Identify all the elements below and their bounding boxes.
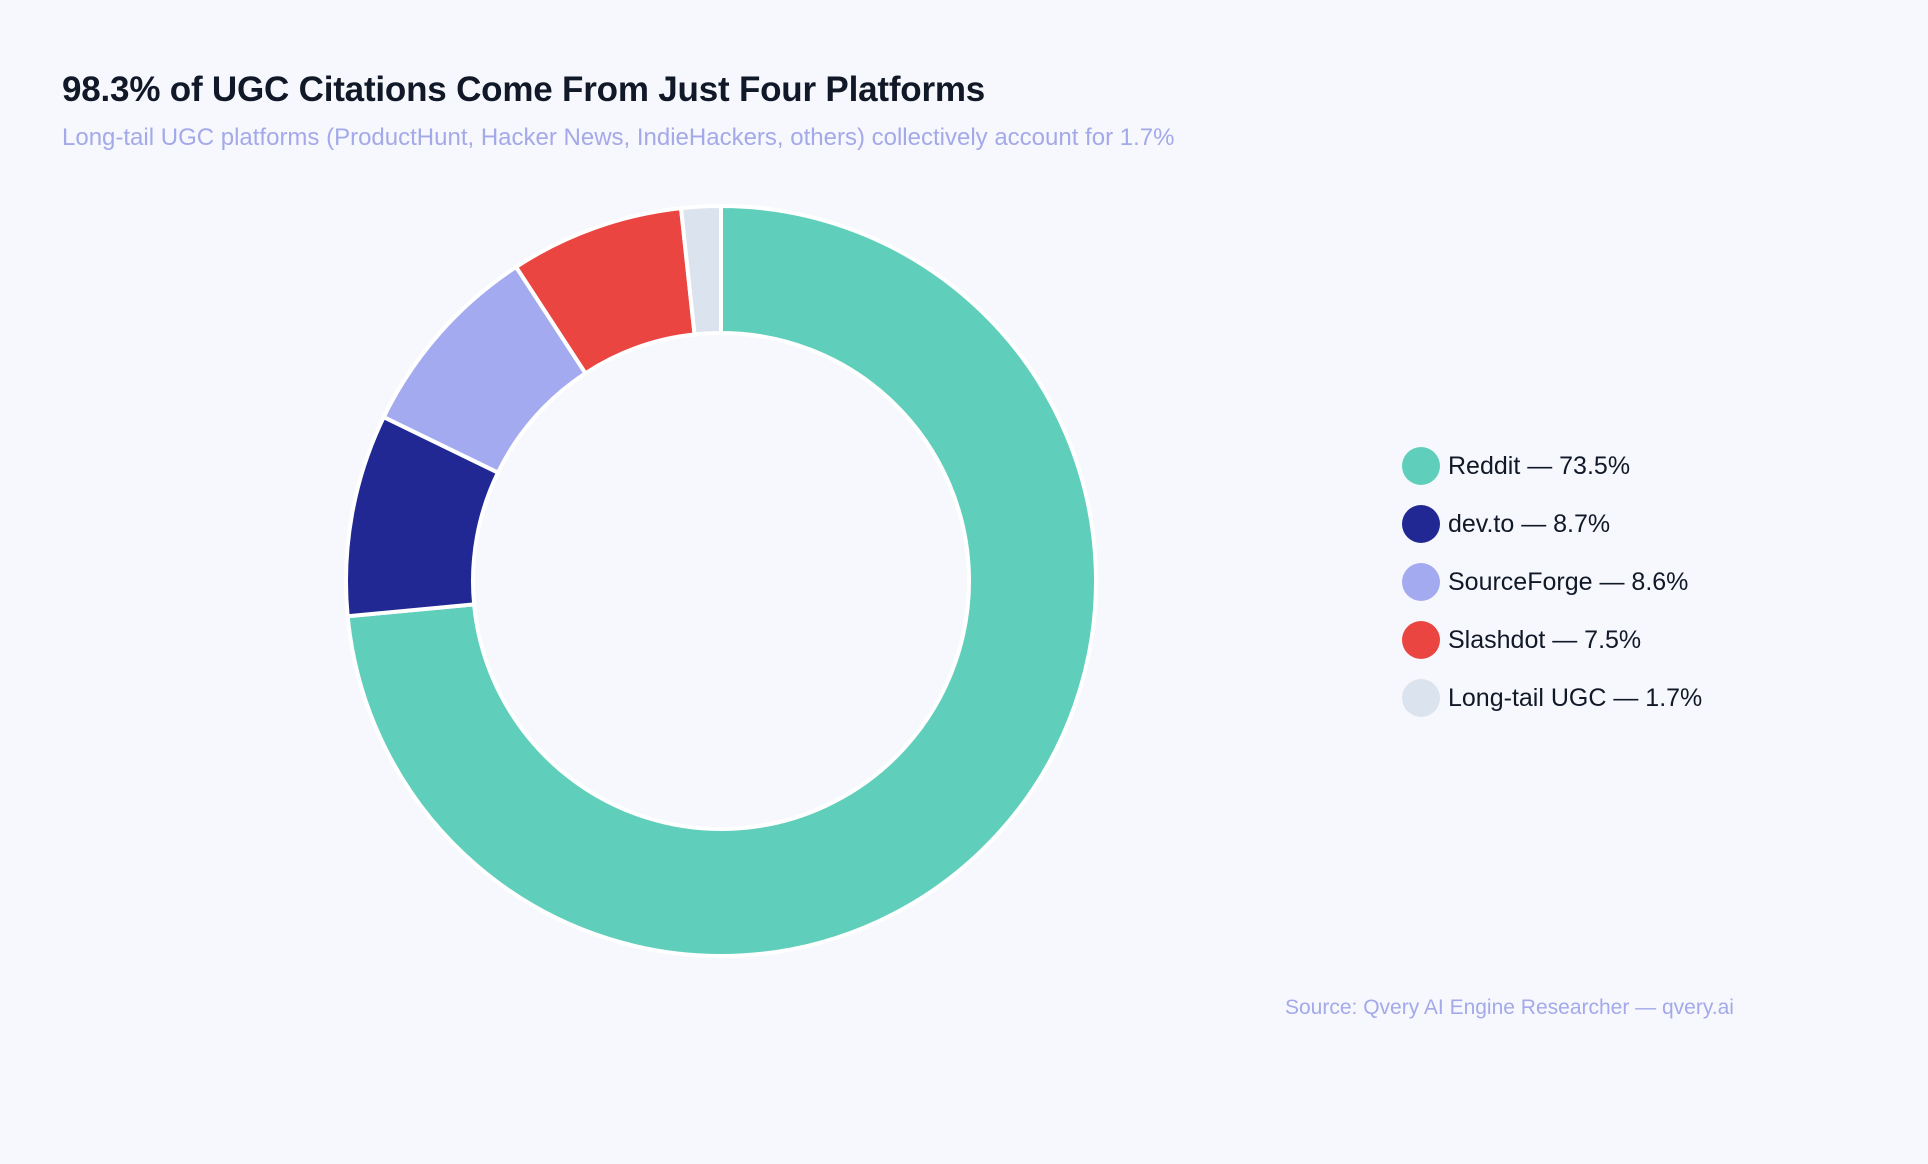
legend-item-long-tail-ugc: Long-tail UGC — 1.7%	[1402, 678, 1702, 718]
legend-swatch-sourceforge	[1402, 563, 1440, 601]
chart-title: 98.3% of UGC Citations Come From Just Fo…	[62, 70, 986, 109]
legend-swatch-long-tail-ugc	[1402, 679, 1440, 717]
donut-slice-long-tail-ugc	[679, 204, 723, 337]
legend-swatch-slashdot	[1402, 621, 1440, 659]
legend-item-reddit: Reddit — 73.5%	[1402, 446, 1702, 486]
legend-item-slashdot: Slashdot — 7.5%	[1402, 620, 1702, 660]
legend-label-long-tail-ugc: Long-tail UGC — 1.7%	[1448, 683, 1703, 712]
chart-subtitle: Long-tail UGC platforms (ProductHunt, Ha…	[62, 124, 1175, 151]
legend-label-reddit: Reddit — 73.5%	[1448, 451, 1631, 480]
source-note: Source: Qvery AI Engine Researcher — qve…	[1285, 996, 1734, 1019]
donut-slice-reddit	[345, 204, 1098, 958]
legend-label-sourceforge: SourceForge — 8.6%	[1448, 567, 1689, 596]
legend-label-devto: dev.to — 8.7%	[1448, 509, 1611, 538]
legend: Reddit — 73.5% dev.to — 8.7% SourceForge…	[1402, 446, 1702, 736]
legend-label-slashdot: Slashdot — 7.5%	[1448, 625, 1642, 654]
legend-item-sourceforge: SourceForge — 8.6%	[1402, 562, 1702, 602]
legend-swatch-reddit	[1402, 447, 1440, 485]
legend-item-devto: dev.to — 8.7%	[1402, 504, 1702, 544]
legend-swatch-devto	[1402, 505, 1440, 543]
